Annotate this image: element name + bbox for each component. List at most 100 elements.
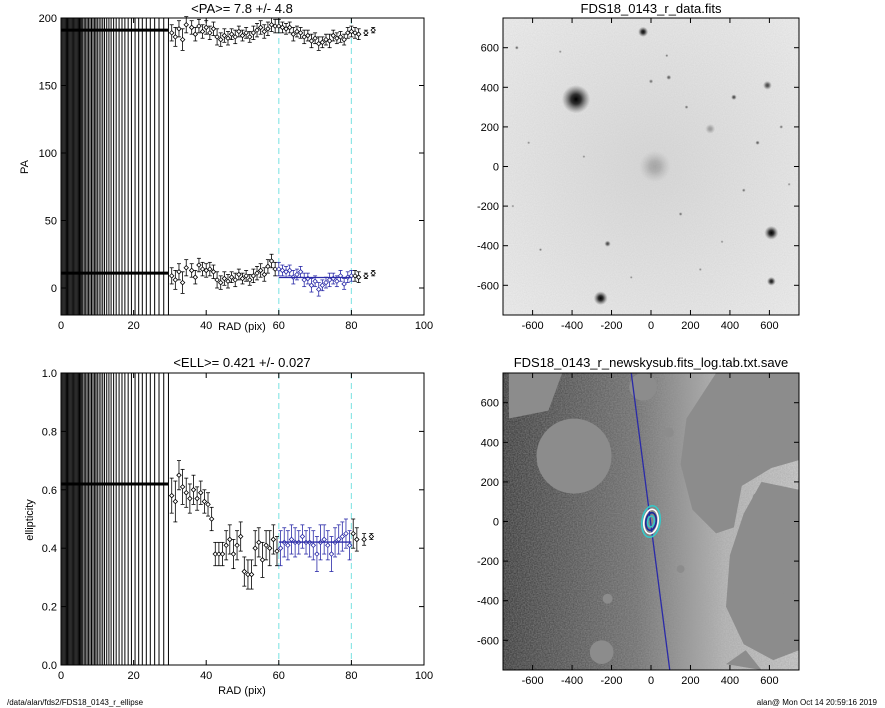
pa-data-point <box>254 270 260 276</box>
pa-data-point <box>168 30 175 36</box>
pa-data-point <box>283 269 289 275</box>
data-image-source <box>755 140 760 145</box>
ell-data-point <box>241 568 248 575</box>
skysub-image-ytick-label: 400 <box>481 437 499 449</box>
ell-ytick-label: 0.4 <box>42 543 57 555</box>
ell-data-point <box>219 551 226 557</box>
skysub-mask <box>727 446 740 459</box>
pa-data-point <box>210 26 217 32</box>
skysub-image-xtick-label: -600 <box>522 675 544 687</box>
data-image-ytick-label: 600 <box>481 43 499 55</box>
data-image-ytick-label: -400 <box>477 241 499 253</box>
ell-data-point <box>227 536 233 543</box>
data-image-source <box>720 240 724 244</box>
pa-data-point <box>168 273 175 279</box>
ell-data-point <box>335 536 342 543</box>
pa-title: <PA>= 7.8 +/- 4.8 <box>191 1 293 16</box>
data-image-panel: -600 -400 -200 0 200 400 600 -600 -400 -200 0 200 40… <box>477 1 800 332</box>
data-image-source <box>582 155 586 159</box>
ell-data-point <box>230 551 237 557</box>
pa-data-point <box>217 36 224 43</box>
ell-data-point <box>205 501 211 508</box>
pa-xtick-label: 40 <box>200 320 212 332</box>
data-image-ytick-label: 200 <box>481 122 499 134</box>
pa-data-point <box>319 282 326 289</box>
data-image-source <box>766 276 776 286</box>
ell-data-point <box>354 536 360 543</box>
pa-data-point <box>294 28 300 35</box>
skysub-mask <box>512 398 521 407</box>
pa-data-point <box>199 266 206 272</box>
pa-ytick-label: 50 <box>45 216 57 228</box>
skysub-isophote-ellipse <box>640 505 662 538</box>
pa-data-point <box>199 28 206 35</box>
pa-data-point <box>305 32 311 39</box>
ell-xtick-label: 80 <box>345 670 357 682</box>
skysub-mask <box>536 418 612 494</box>
pa-data-point <box>330 32 337 39</box>
data-image-xtick-label: -600 <box>522 320 544 332</box>
pa-data-point <box>337 34 344 40</box>
ell-ytick-label: 0.8 <box>42 426 57 438</box>
skysub-isophote-ellipse <box>642 508 660 535</box>
pa-data-point <box>334 35 340 42</box>
pa-data-point <box>276 23 282 29</box>
ell-data-point <box>190 487 197 493</box>
pa-data-point <box>228 274 235 280</box>
pa-data-point <box>203 24 209 31</box>
ell-data-point <box>234 542 240 549</box>
data-image-source <box>561 84 591 114</box>
ell-data-point <box>176 472 182 478</box>
pa-data-point <box>221 275 228 282</box>
data-image-source <box>741 188 746 193</box>
pa-data-point <box>243 30 249 36</box>
pa-data-point <box>341 36 347 43</box>
skysub-masked-region <box>680 373 799 534</box>
skysub-mask <box>752 492 763 503</box>
ell-ytick-label: 0.0 <box>42 660 57 672</box>
pa-data-point <box>265 263 271 270</box>
pa-data-point <box>250 30 257 36</box>
pa-data-point <box>236 28 242 35</box>
data-image-source <box>684 105 689 109</box>
pa-data-point <box>326 277 333 283</box>
data-image-xtick-label: -400 <box>561 320 583 332</box>
pa-data-point <box>214 277 220 283</box>
pa-ytick-label: 200 <box>39 13 57 25</box>
pa-data-point <box>203 267 209 274</box>
pa-data-point <box>228 31 235 37</box>
footer-timestamp: alan@ Mon Oct 14 20:59:16 2019 <box>756 698 877 707</box>
ell-ytick-label: 0.6 <box>42 485 57 497</box>
skysub-mask <box>676 565 685 573</box>
pa-xtick-label: 100 <box>415 320 433 332</box>
pa-data-point <box>370 27 376 33</box>
pa-data-point <box>315 286 322 293</box>
ell-data-point <box>183 489 190 496</box>
ell-data-point <box>168 492 175 499</box>
ell-xtick-label: 20 <box>127 670 139 682</box>
data-image-xtick-label: 600 <box>760 320 778 332</box>
pa-data-point <box>355 31 362 37</box>
skysub-image-xtick-label: 600 <box>760 675 778 687</box>
skysub-image-ytick-label: -400 <box>477 596 499 608</box>
pa-data-point <box>334 278 340 285</box>
ell-data-point <box>223 542 229 549</box>
ell-data-point <box>368 533 375 540</box>
pa-data-point <box>217 279 224 286</box>
pa-data-point <box>308 282 315 289</box>
pa-data-point <box>225 278 231 285</box>
data-image-title: FDS18_0143_r_data.fits <box>581 1 722 16</box>
ell-frame <box>60 372 425 666</box>
pa-data-point <box>207 30 213 36</box>
skysub-mask <box>663 427 674 438</box>
data-image-ytick-label: -200 <box>477 201 499 213</box>
ell-xtick-label: 40 <box>200 670 212 682</box>
ell-data-point <box>172 498 179 505</box>
pa-data-point <box>355 274 362 280</box>
pa-data-point <box>210 269 217 275</box>
ell-xlabel: RAD (pix) <box>218 685 266 697</box>
ell-data-point <box>248 571 255 578</box>
skysub-image-xtick-label: 400 <box>721 675 739 687</box>
skysub-mask <box>757 573 786 601</box>
data-image-source <box>705 123 716 134</box>
